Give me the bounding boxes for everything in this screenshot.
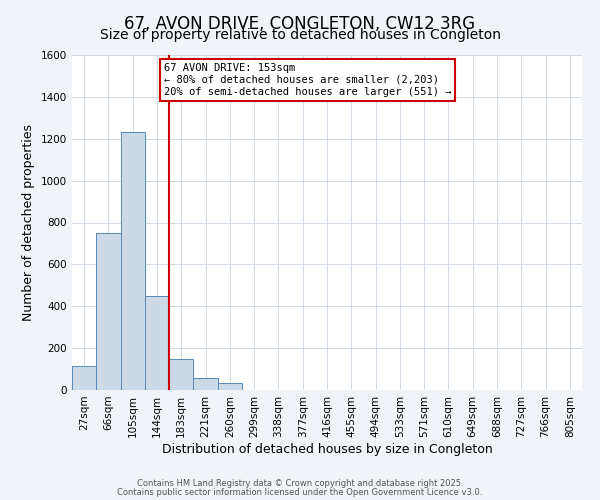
Text: Contains public sector information licensed under the Open Government Licence v3: Contains public sector information licen… (118, 488, 482, 497)
Y-axis label: Number of detached properties: Number of detached properties (22, 124, 35, 321)
Bar (72, 366, 96, 390)
Bar (169, 358, 193, 390)
Bar (96, 233, 121, 390)
Bar (218, 383, 242, 390)
Bar (121, 132, 145, 390)
Text: 67 AVON DRIVE: 153sqm
← 80% of detached houses are smaller (2,203)
20% of semi-d: 67 AVON DRIVE: 153sqm ← 80% of detached … (164, 64, 451, 96)
Text: Contains HM Land Registry data © Crown copyright and database right 2025.: Contains HM Land Registry data © Crown c… (137, 479, 463, 488)
Text: Size of property relative to detached houses in Congleton: Size of property relative to detached ho… (100, 28, 500, 42)
Bar (193, 378, 218, 390)
Text: 67, AVON DRIVE, CONGLETON, CW12 3RG: 67, AVON DRIVE, CONGLETON, CW12 3RG (124, 15, 476, 33)
X-axis label: Distribution of detached houses by size in Congleton: Distribution of detached houses by size … (161, 442, 493, 456)
Bar (145, 296, 169, 390)
